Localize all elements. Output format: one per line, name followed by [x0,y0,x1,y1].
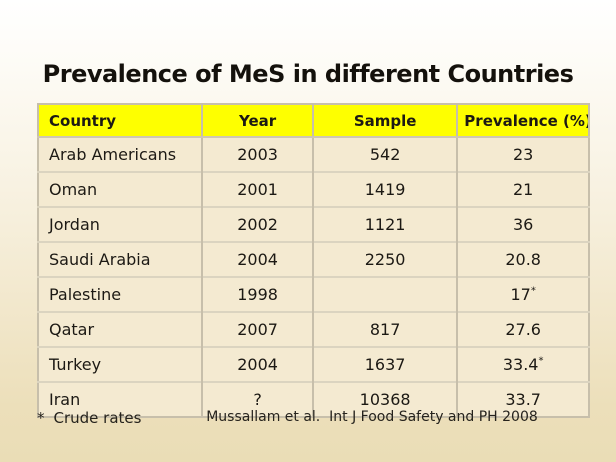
table-row: Saudi Arabia 2004 2250 20.8 [38,241,589,277]
prevalence-table: Country Year Sample Prevalence (%) Arab Ame… [37,103,590,418]
column-header-sample: Sample [311,104,458,138]
table-row: Turkey 2004 1637 33.4* [38,346,589,382]
crude-rate-asterisk: * [538,355,544,367]
table-cell-country: Turkey [38,346,203,382]
table-cell-sample: 1637 [311,346,458,382]
table-row: Arab Americans 2003 542 23 [38,137,589,172]
table-cell-sample: 817 [311,311,458,347]
column-header-country: Country [38,104,203,138]
table-cell-prevalence: 33.4* [456,346,589,382]
table-cell-country: Qatar [38,311,203,347]
table-cell-sample: 542 [311,137,458,172]
table-header-row: Country Year Sample Prevalence (%) [38,104,589,138]
table-cell-country: Palestine [38,276,203,312]
table-cell-prevalence: 33.7 [456,381,589,417]
table-cell-year: ? [201,381,313,417]
crude-rates-footnote: * Crude rates [37,409,141,427]
table-cell-prevalence: 21 [456,171,589,207]
table-cell-country: Iran [38,381,203,417]
table-cell-year: 2003 [201,137,313,172]
table-cell-sample: 1121 [311,206,458,242]
table-row: Iran? 10368 33.7 [38,381,589,417]
slide-title: Prevalence of MeS in different Countries [42,60,574,89]
table-cell-sample [311,276,458,312]
table-cell-country: Jordan [38,206,203,242]
asterisk-symbol: * [37,409,45,427]
table-row: Oman 2001 1419 21 [38,171,589,207]
table-row: Qatar 2007 817 27.6 [38,311,589,347]
table-cell-country: Arab Americans [38,137,203,172]
table-cell-year: 2007 [201,311,313,347]
table-cell-prevalence: 23 [456,137,589,172]
citation-text: Mussallam et al. Int J Food Safety and P… [206,409,538,425]
table-row: Jordan 2002 1121 36 [38,206,589,242]
table-cell-sample: 2250 [311,241,458,277]
table-cell-sample: 1419 [311,171,458,207]
table-cell-country: Saudi Arabia [38,241,203,277]
footnote-text: Crude rates [53,409,142,427]
table-cell-prevalence: 20.8 [456,241,589,277]
table-cell-prevalence: 27.6 [456,311,589,347]
table-cell-year: 2004 [201,346,313,382]
table-cell-year: 1998 [201,276,313,312]
column-header-year: Year [201,104,313,138]
table-cell-year: 2004 [201,241,313,277]
table-cell-sample: 10368 [311,381,458,417]
table-cell-prevalence: 17* [456,276,589,312]
crude-rate-asterisk: * [530,285,536,297]
table-cell-country: Oman [38,171,203,207]
column-header-prevalence: Prevalence (%) [456,104,589,138]
table-cell-prevalence: 36 [456,206,589,242]
table-cell-year: 2002 [201,206,313,242]
table-cell-year: 2001 [201,171,313,207]
table-row: Palestine 1998 17* [38,276,589,312]
